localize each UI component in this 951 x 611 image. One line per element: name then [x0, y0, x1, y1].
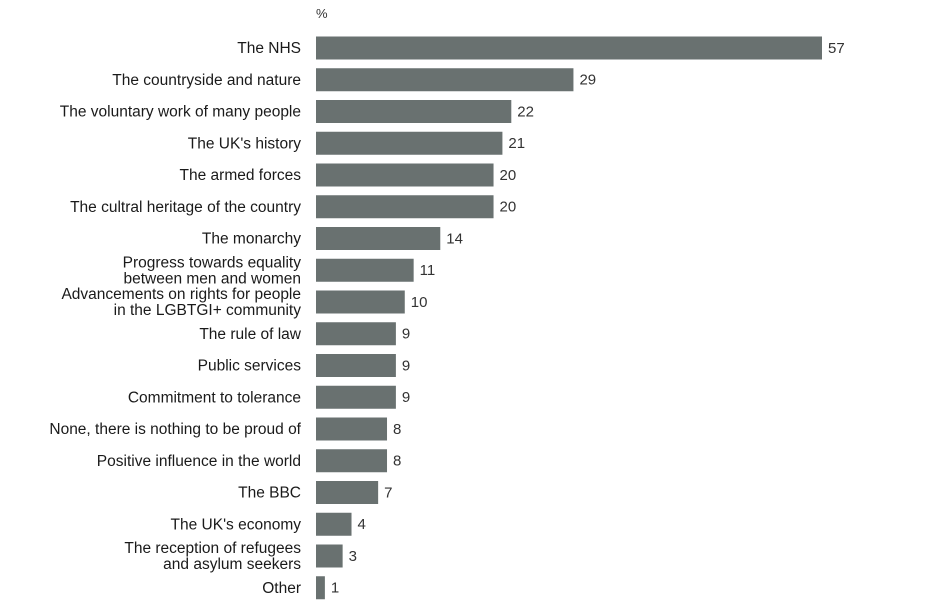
category-label: The BBC: [238, 485, 301, 502]
category-label: Advancements on rights for people: [61, 286, 301, 303]
category-label: The rule of law: [199, 326, 301, 343]
category-label: The reception of refugees: [124, 540, 301, 557]
value-label: 11: [420, 262, 436, 279]
bar: [316, 322, 396, 346]
value-label: 20: [500, 167, 517, 184]
bar: [316, 417, 388, 441]
bar: [316, 449, 388, 473]
bar: [316, 354, 396, 377]
value-label: 8: [393, 421, 401, 438]
bar: [316, 512, 352, 536]
category-label: The NHS: [237, 40, 301, 57]
value-label: 57: [828, 40, 845, 57]
category-label: Other: [262, 580, 301, 597]
category-label: Progress towards equality: [123, 254, 302, 271]
bar: [316, 258, 414, 282]
category-label: The armed forces: [180, 167, 302, 184]
category-label: The UK's economy: [171, 516, 302, 533]
category-label: The UK's history: [188, 135, 301, 152]
value-label: 9: [402, 389, 410, 406]
category-label: The monarchy: [202, 231, 301, 248]
bar: [316, 100, 512, 123]
bar: [316, 290, 405, 314]
category-label: Commitment to tolerance: [128, 389, 301, 406]
bars-group: 57 The NHS 29 The countryside and nature 22 T…: [49, 36, 845, 600]
unit-label: %: [316, 6, 328, 21]
value-label: 7: [384, 484, 392, 501]
value-label: 8: [393, 453, 401, 470]
category-label: and asylum seekers: [163, 556, 301, 573]
category-label: Positive influence in the world: [97, 453, 301, 470]
bar: [316, 36, 822, 60]
bar: [316, 481, 379, 504]
bar: [316, 385, 396, 409]
category-label: in the LGBTGI+ community: [114, 302, 302, 319]
value-label: 3: [349, 548, 357, 565]
bar: [316, 544, 343, 568]
bar: [316, 227, 441, 250]
category-label: The voluntary work of many people: [60, 104, 301, 121]
value-label: 21: [508, 135, 525, 152]
value-label: 9: [402, 357, 410, 374]
bar: [316, 68, 574, 92]
value-label: 1: [331, 580, 339, 597]
category-label: The cultral heritage of the country: [70, 199, 301, 216]
bar: [316, 163, 494, 187]
value-label: 22: [517, 103, 534, 120]
category-label: The countryside and nature: [112, 72, 301, 89]
value-label: 29: [579, 72, 596, 89]
value-label: 10: [411, 294, 428, 311]
category-label: None, there is nothing to be proud of: [49, 421, 301, 438]
value-label: 9: [402, 326, 410, 343]
bar: [316, 195, 494, 219]
bar: [316, 131, 503, 155]
value-label: 4: [358, 516, 366, 533]
bar: [316, 576, 325, 600]
category-label: Public services: [198, 358, 302, 375]
category-label: between men and women: [123, 270, 301, 287]
value-label: 20: [500, 199, 517, 216]
value-label: 14: [446, 230, 463, 247]
